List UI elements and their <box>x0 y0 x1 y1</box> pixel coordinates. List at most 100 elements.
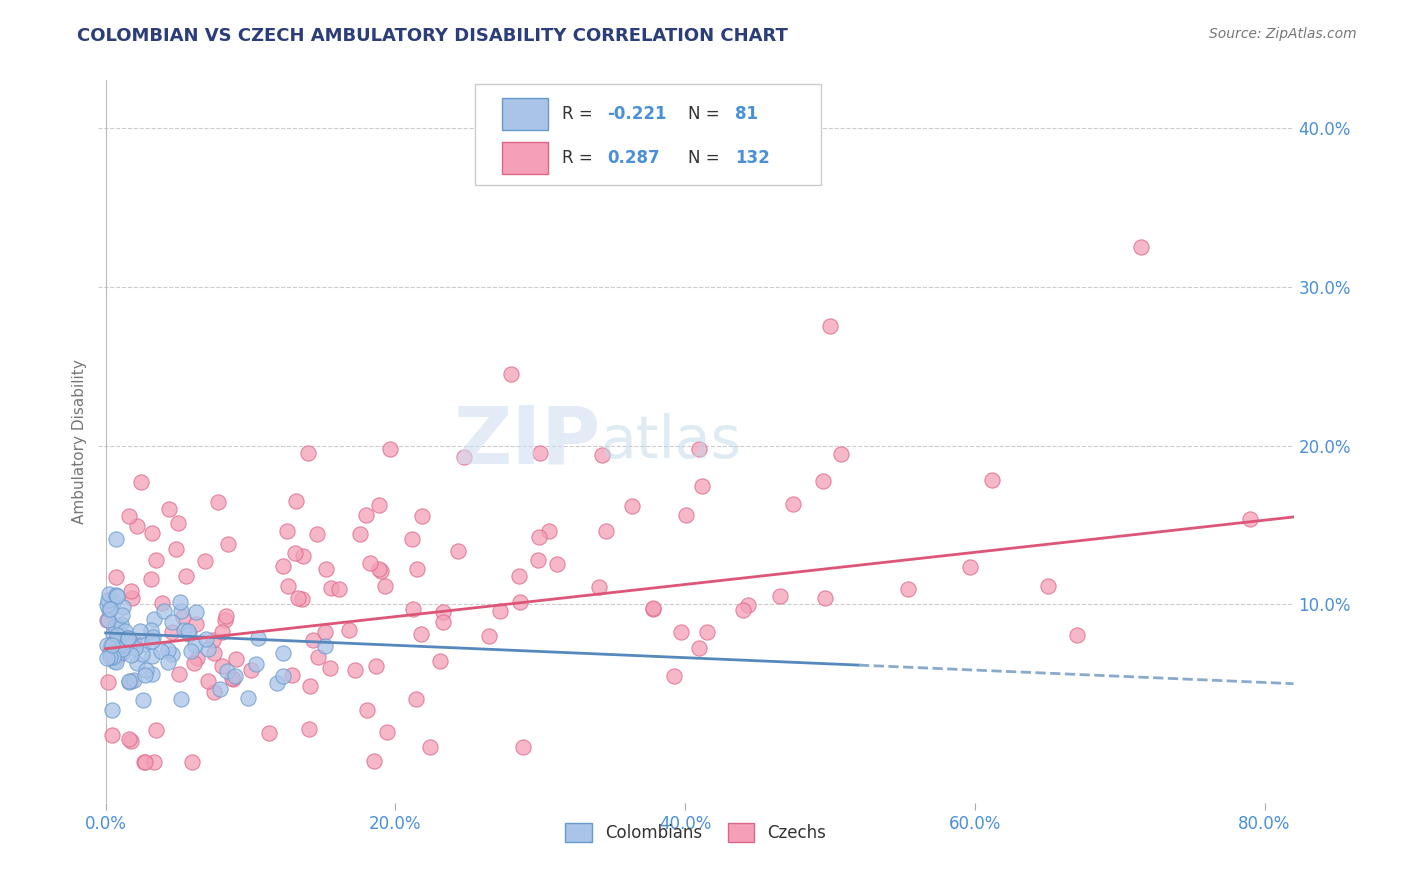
Point <box>142 630 165 644</box>
Text: Source: ZipAtlas.com: Source: ZipAtlas.com <box>1209 27 1357 41</box>
Point <box>184 638 207 652</box>
Point <box>132 637 155 651</box>
Point <box>782 497 804 511</box>
Point <box>692 479 714 493</box>
Point <box>297 723 319 737</box>
Point <box>217 664 239 678</box>
Point <box>103 649 125 664</box>
Point <box>811 474 834 488</box>
Text: N =: N = <box>688 104 724 123</box>
Point <box>737 598 759 612</box>
Point <box>271 558 294 573</box>
Point <box>271 669 294 683</box>
Point <box>363 754 385 768</box>
Point <box>675 508 697 522</box>
Legend: Colombians, Czechs: Colombians, Czechs <box>558 816 834 848</box>
Point <box>429 654 451 668</box>
Point <box>501 367 523 381</box>
Point <box>170 604 193 618</box>
Point <box>221 671 243 685</box>
Point <box>129 475 152 489</box>
Text: 132: 132 <box>735 149 770 167</box>
Point <box>305 527 328 541</box>
Point <box>129 624 152 639</box>
Point <box>411 627 433 641</box>
Point <box>287 591 309 605</box>
Point <box>527 552 550 566</box>
Point <box>266 676 288 690</box>
Point <box>120 648 142 663</box>
Point <box>981 473 1004 487</box>
Point <box>105 634 128 648</box>
Point <box>186 650 208 665</box>
Point <box>122 634 145 648</box>
Point <box>406 562 429 576</box>
Point <box>141 666 163 681</box>
Point <box>101 638 124 652</box>
Point <box>529 446 551 460</box>
Point <box>100 638 122 652</box>
Point <box>489 604 512 618</box>
Point <box>378 442 401 456</box>
Point <box>411 508 433 523</box>
Point <box>103 627 125 641</box>
Point <box>118 674 141 689</box>
Point <box>104 570 127 584</box>
Point <box>276 524 298 538</box>
Point <box>141 572 163 586</box>
Point <box>180 755 202 769</box>
Point <box>186 616 208 631</box>
Point <box>118 509 141 524</box>
Point <box>180 644 202 658</box>
Point <box>97 674 120 689</box>
Point <box>512 739 534 754</box>
Point <box>117 632 139 646</box>
Point <box>197 673 219 688</box>
Point <box>307 649 329 664</box>
Point <box>240 663 263 677</box>
Point <box>121 591 143 605</box>
Point <box>172 610 194 624</box>
Point <box>215 609 238 624</box>
Y-axis label: Ambulatory Disability: Ambulatory Disability <box>72 359 87 524</box>
Point <box>120 673 142 688</box>
Point <box>117 732 139 747</box>
Point <box>104 619 127 633</box>
Point <box>202 647 225 661</box>
Point <box>368 561 391 575</box>
Point <box>120 583 142 598</box>
FancyBboxPatch shape <box>502 97 548 130</box>
Point <box>641 601 664 615</box>
Point <box>103 654 125 668</box>
Point <box>145 723 167 738</box>
Point <box>595 524 617 538</box>
FancyBboxPatch shape <box>475 84 821 185</box>
Point <box>124 673 146 688</box>
Point <box>97 613 120 627</box>
Point <box>141 634 163 648</box>
Point <box>142 612 165 626</box>
Point <box>125 656 148 670</box>
Point <box>1036 579 1059 593</box>
Point <box>432 615 454 629</box>
Point <box>114 638 136 652</box>
Point <box>281 668 304 682</box>
Point <box>769 589 792 603</box>
Point <box>284 546 307 560</box>
Point <box>160 615 183 630</box>
Point <box>134 755 156 769</box>
Point <box>368 499 391 513</box>
Point <box>125 519 148 533</box>
Point <box>257 726 280 740</box>
Point <box>143 755 166 769</box>
Point <box>830 447 852 461</box>
Point <box>131 647 153 661</box>
Point <box>105 588 128 602</box>
Point <box>141 623 163 637</box>
Point <box>157 501 180 516</box>
Point <box>478 629 501 643</box>
Point <box>527 530 550 544</box>
Point <box>247 632 270 646</box>
Point <box>211 624 233 639</box>
Point <box>101 728 124 742</box>
